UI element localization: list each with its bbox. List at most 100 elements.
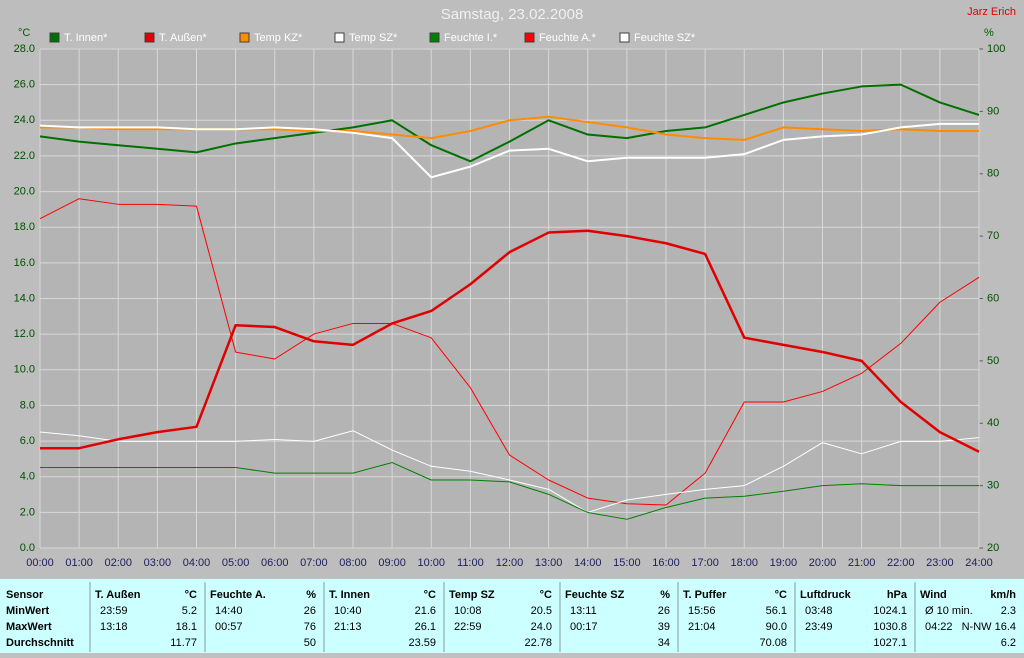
- group-unit: km/h: [990, 589, 1016, 601]
- cell-time: 23:49: [805, 621, 833, 633]
- cell-time: 00:17: [570, 621, 598, 633]
- group-name: Feuchte A.: [210, 589, 266, 601]
- legend-label: T. Außen*: [159, 32, 207, 44]
- y-tick-label: 20.0: [14, 185, 35, 197]
- y-tick-label: 22.0: [14, 150, 35, 162]
- group-name: Luftdruck: [800, 589, 852, 601]
- cell-value: 39: [658, 621, 670, 633]
- cell-value: 34: [658, 637, 670, 649]
- group-name: T. Innen: [329, 589, 370, 601]
- x-tick-label: 09:00: [378, 557, 406, 569]
- y-tick-label: 16.0: [14, 257, 35, 269]
- y2-tick-label: 70: [987, 230, 999, 242]
- x-tick-label: 14:00: [574, 557, 602, 569]
- group-unit: °C: [775, 589, 787, 601]
- y-tick-label: 18.0: [14, 221, 35, 233]
- cell-time: 13:11: [570, 605, 597, 617]
- y2-tick-label: 50: [987, 355, 999, 367]
- chart-title: Samstag, 23.02.2008: [441, 6, 584, 23]
- y-tick-label: 12.0: [14, 328, 35, 340]
- cell-value: 2.3: [1001, 605, 1016, 617]
- data-line: [40, 229, 980, 453]
- data-line: [39, 430, 980, 513]
- y2-tick-label: 40: [987, 417, 999, 429]
- legend-label: Feuchte SZ*: [634, 32, 696, 44]
- cell-value: 76: [304, 621, 316, 633]
- y2-tick-label: 20: [987, 542, 999, 554]
- y-tick-label: 4.0: [20, 471, 35, 483]
- cell-time: 03:48: [805, 605, 833, 617]
- author: Jarz Erich: [967, 6, 1016, 18]
- x-tick-label: 22:00: [887, 557, 915, 569]
- y-tick-label: 2.0: [20, 506, 35, 518]
- x-tick-label: 13:00: [535, 557, 563, 569]
- y2-tick-label: 30: [987, 480, 999, 492]
- cell-value: 5.2: [182, 605, 197, 617]
- legend-swatch: [144, 32, 155, 43]
- y-tick-label: 6.0: [20, 435, 35, 447]
- x-tick-label: 19:00: [770, 557, 798, 569]
- cell-value: 21.6: [415, 605, 436, 617]
- y2-tick-label: 80: [987, 168, 999, 180]
- group-unit: hPa: [887, 589, 908, 601]
- x-tick-label: 07:00: [300, 557, 328, 569]
- cell-time: Ø 10 min.: [925, 605, 973, 617]
- group-unit: %: [306, 589, 316, 601]
- x-tick-label: 03:00: [144, 557, 172, 569]
- cell-value: 1027.1: [873, 637, 907, 649]
- x-tick-label: 18:00: [730, 557, 758, 569]
- x-tick-label: 10:00: [417, 557, 445, 569]
- legend-swatch: [429, 32, 440, 43]
- legend-label: Temp KZ*: [254, 32, 303, 44]
- row-label: Durchschnitt: [6, 637, 74, 649]
- cell-value: 23.59: [408, 637, 436, 649]
- x-tick-label: 21:00: [848, 557, 876, 569]
- legend-swatch: [334, 32, 345, 43]
- x-tick-label: 23:00: [926, 557, 954, 569]
- x-tick-label: 05:00: [222, 557, 250, 569]
- x-tick-label: 00:00: [26, 557, 54, 569]
- cell-time: 14:40: [215, 605, 243, 617]
- cell-value: 26: [658, 605, 670, 617]
- data-line: [39, 83, 980, 163]
- x-tick-label: 12:00: [496, 557, 524, 569]
- row-label: MaxWert: [6, 621, 52, 633]
- cell-value: 26: [304, 605, 316, 617]
- y-tick-label: 10.0: [14, 364, 35, 376]
- legend-swatch: [239, 32, 250, 43]
- y-tick-label: 28.0: [14, 43, 35, 55]
- cell-value: 90.0: [766, 621, 787, 633]
- group-unit: °C: [540, 589, 552, 601]
- data-line: [39, 198, 980, 506]
- stats-background: [0, 579, 1024, 653]
- x-tick-label: 20:00: [809, 557, 837, 569]
- cell-value: 70.08: [759, 637, 787, 649]
- cell-value: 11.77: [170, 637, 197, 649]
- legend-label: Temp SZ*: [349, 32, 398, 44]
- cell-time: 21:13: [334, 621, 362, 633]
- group-unit: °C: [424, 589, 436, 601]
- legend-label: Feuchte A.*: [539, 32, 597, 44]
- x-tick-label: 11:00: [457, 557, 484, 569]
- group-name: Wind: [920, 589, 947, 601]
- cell-value: 50: [304, 637, 316, 649]
- cell-value: 1030.8: [873, 621, 907, 633]
- cell-time: 04:22: [925, 621, 953, 633]
- cell-time: 10:08: [454, 605, 482, 617]
- group-unit: %: [660, 589, 670, 601]
- x-tick-label: 24:00: [965, 557, 993, 569]
- group-name: T. Außen: [95, 589, 141, 601]
- y-tick-label: 8.0: [20, 399, 35, 411]
- data-line: [39, 122, 979, 179]
- y2-tick-label: 100: [987, 43, 1005, 55]
- group-name: Temp SZ: [449, 589, 495, 601]
- x-tick-label: 17:00: [691, 557, 719, 569]
- y2-axis-label: %: [984, 27, 994, 39]
- legend-swatch: [524, 32, 535, 43]
- y2-tick-label: 90: [987, 105, 999, 117]
- cell-time: 00:57: [215, 621, 243, 633]
- y-tick-label: 0.0: [20, 542, 35, 554]
- row-label: MinWert: [6, 605, 50, 617]
- cell-value: 26.1: [415, 621, 436, 633]
